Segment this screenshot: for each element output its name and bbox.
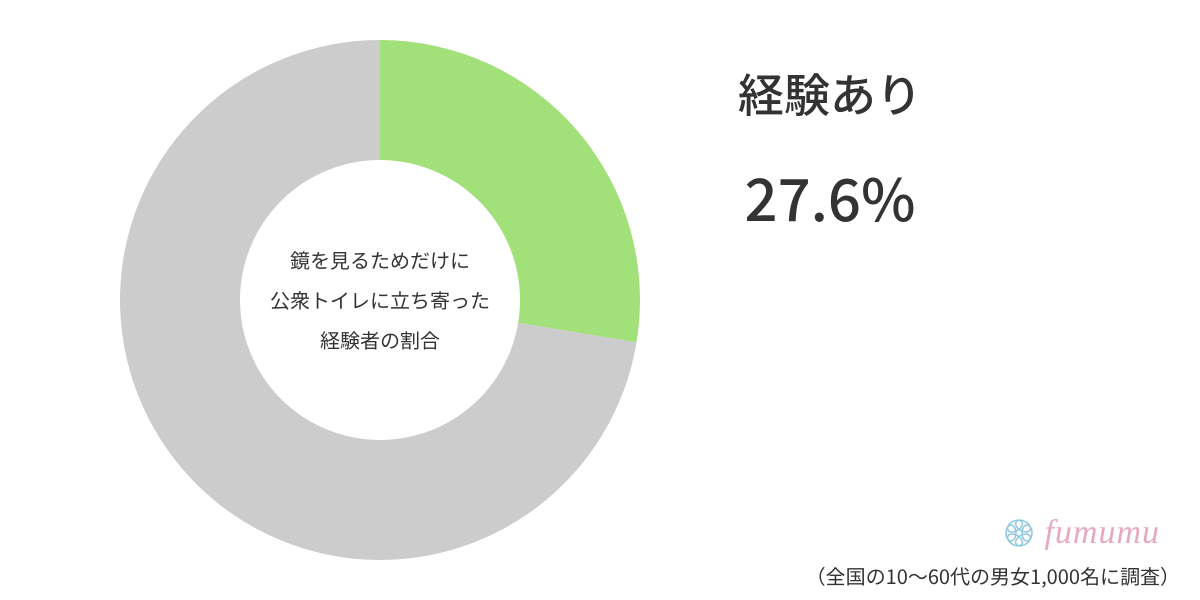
center-line-1: 鏡を見るためだけに — [250, 240, 510, 280]
survey-caption: （全国の10〜60代の男女1,000名に調査） — [806, 561, 1180, 590]
center-line-3: 経験者の割合 — [250, 320, 510, 360]
center-line-2: 公衆トイレに立ち寄った — [250, 280, 510, 320]
donut-chart: 鏡を見るためだけに 公衆トイレに立ち寄った 経験者の割合 — [120, 40, 640, 560]
callout-value: 27.6% — [680, 154, 980, 238]
brand-text: fumumu — [1044, 514, 1160, 552]
callout-block: 経験あり 27.6% — [680, 60, 980, 238]
callout-title: 経験あり — [680, 60, 980, 126]
flower-icon — [1000, 514, 1038, 552]
brand-logo: fumumu — [1000, 514, 1160, 552]
center-text: 鏡を見るためだけに 公衆トイレに立ち寄った 経験者の割合 — [250, 240, 510, 360]
